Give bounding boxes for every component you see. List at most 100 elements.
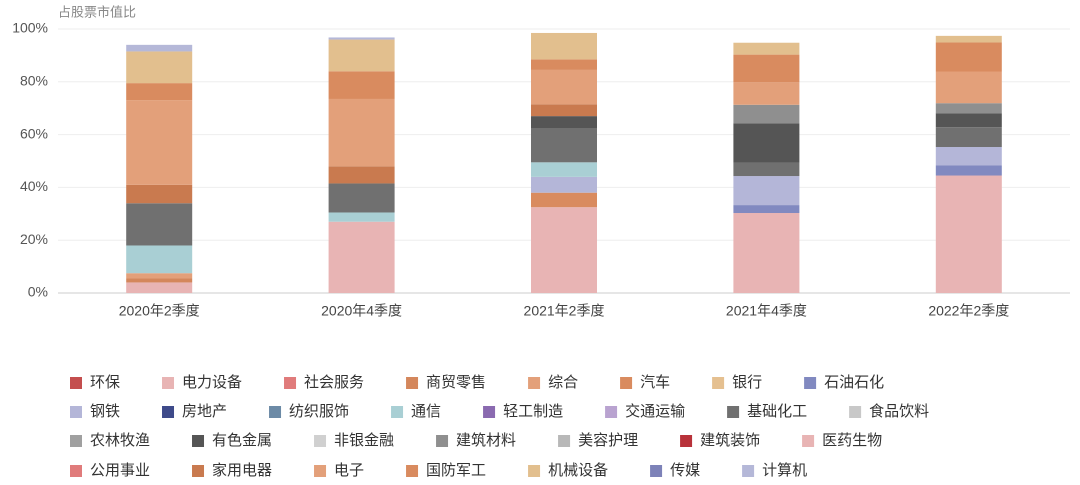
- bar-segment: [531, 59, 597, 70]
- legend-label: 商贸零售: [426, 374, 486, 391]
- x-tick-label: 2021年2季度: [524, 303, 605, 319]
- bar-segment: [733, 162, 800, 177]
- legend-label: 银行: [732, 374, 762, 391]
- y-tick-label: 0%: [28, 284, 48, 300]
- bar-segment: [531, 104, 597, 117]
- bar-segment: [733, 42, 800, 55]
- legend-swatch: [712, 377, 725, 389]
- legend-swatch: [70, 465, 82, 477]
- bar-segment: [328, 183, 395, 213]
- legend-swatch: [528, 465, 541, 477]
- legend-label: 国防军工: [426, 462, 486, 479]
- bar-segment: [126, 44, 193, 52]
- legend-label: 房地产: [182, 403, 227, 420]
- y-tick-label: 60%: [20, 125, 48, 141]
- legend-swatch: [162, 377, 175, 389]
- legend-swatch: [849, 406, 862, 418]
- bar-segment: [935, 71, 1002, 104]
- bar-segment: [126, 184, 193, 204]
- bar-segment: [531, 32, 597, 60]
- legend-label: 石油石化: [824, 374, 884, 391]
- legend-label: 通信: [411, 403, 441, 420]
- legend-swatch: [436, 435, 449, 447]
- bar-segment: [531, 207, 597, 293]
- bar-segment: [935, 165, 1002, 176]
- bar-segment: [935, 175, 1002, 293]
- bar-segment: [733, 205, 800, 214]
- bar-segment: [935, 103, 1002, 114]
- x-tick-label: 2022年2季度: [928, 303, 1009, 319]
- legend-swatch: [406, 465, 419, 477]
- bar-segment: [531, 69, 597, 105]
- legend-swatch: [284, 377, 297, 389]
- legend-swatch: [483, 406, 496, 418]
- bar-segment: [531, 192, 597, 208]
- bar-segment: [126, 100, 193, 185]
- y-tick-label: 100%: [12, 20, 48, 36]
- legend-swatch: [269, 406, 282, 418]
- legend-label: 社会服务: [304, 374, 364, 391]
- bar-segment: [733, 213, 800, 293]
- y-tick-label: 80%: [20, 73, 48, 89]
- legend-label: 非银金融: [334, 432, 394, 449]
- bar-segment: [733, 176, 800, 206]
- legend-label: 计算机: [762, 461, 807, 479]
- legend-label: 电子: [334, 462, 364, 479]
- legend-label: 钢铁: [90, 403, 120, 420]
- legend-swatch: [314, 435, 327, 447]
- bar-segment: [126, 83, 193, 101]
- bar-segment: [328, 212, 395, 222]
- x-tick-label: 2021年4季度: [726, 303, 807, 319]
- legend-label: 基础化工: [747, 403, 807, 420]
- legend-swatch: [528, 377, 541, 389]
- legend-label: 公用事业: [90, 462, 150, 479]
- legend-label: 医药生物: [822, 432, 882, 449]
- legend-swatch: [391, 406, 404, 418]
- legend-swatch: [162, 406, 175, 418]
- bar-segment: [126, 203, 193, 246]
- legend-swatch: [70, 377, 82, 389]
- bar-segment: [935, 127, 1002, 148]
- bar-segment: [126, 282, 193, 293]
- legend-label: 纺织服饰: [289, 403, 349, 420]
- legend-label: 机械设备: [548, 462, 608, 479]
- bar-segment: [328, 39, 395, 72]
- legend-swatch: [802, 435, 815, 447]
- bar-segment: [328, 37, 395, 40]
- legend-label: 建筑装饰: [700, 432, 760, 449]
- bar-segment: [733, 54, 800, 83]
- bar-segment: [733, 104, 800, 124]
- legend-swatch: [192, 465, 205, 477]
- bar-segment: [328, 166, 395, 184]
- legend-swatch: [804, 377, 817, 389]
- bar-segment: [531, 176, 597, 193]
- bar-segment: [531, 116, 597, 128]
- legend-swatch: [680, 435, 693, 447]
- legend-label: 美容护理: [578, 432, 638, 449]
- legend-label: 轻工制造: [503, 403, 563, 420]
- bar-segment: [935, 147, 1002, 166]
- bar-segment: [328, 98, 395, 167]
- y-axis-label: 占股票市值比: [58, 4, 136, 19]
- legend-swatch: [314, 465, 327, 477]
- legend-label: 综合: [548, 374, 578, 391]
- legend-label: 环保: [90, 374, 120, 391]
- bar-segment: [328, 221, 395, 293]
- bar-segment: [935, 35, 1002, 43]
- y-tick-label: 40%: [20, 178, 48, 194]
- bar-segment: [531, 162, 597, 177]
- legend-swatch: [742, 465, 755, 477]
- legend-label: 农林牧渔: [90, 432, 150, 449]
- legend-swatch: [620, 377, 633, 389]
- bar-segment: [733, 123, 800, 163]
- bar-segment: [733, 82, 800, 105]
- bar-segment: [126, 245, 193, 274]
- bar-segment: [935, 113, 1002, 128]
- bar-segment: [126, 51, 193, 84]
- legend-label: 食品饮料: [869, 403, 929, 420]
- bar-segment: [126, 278, 193, 283]
- legend-label: 建筑材料: [456, 432, 516, 449]
- legend-label: 汽车: [640, 374, 670, 391]
- bar-segment: [328, 71, 395, 99]
